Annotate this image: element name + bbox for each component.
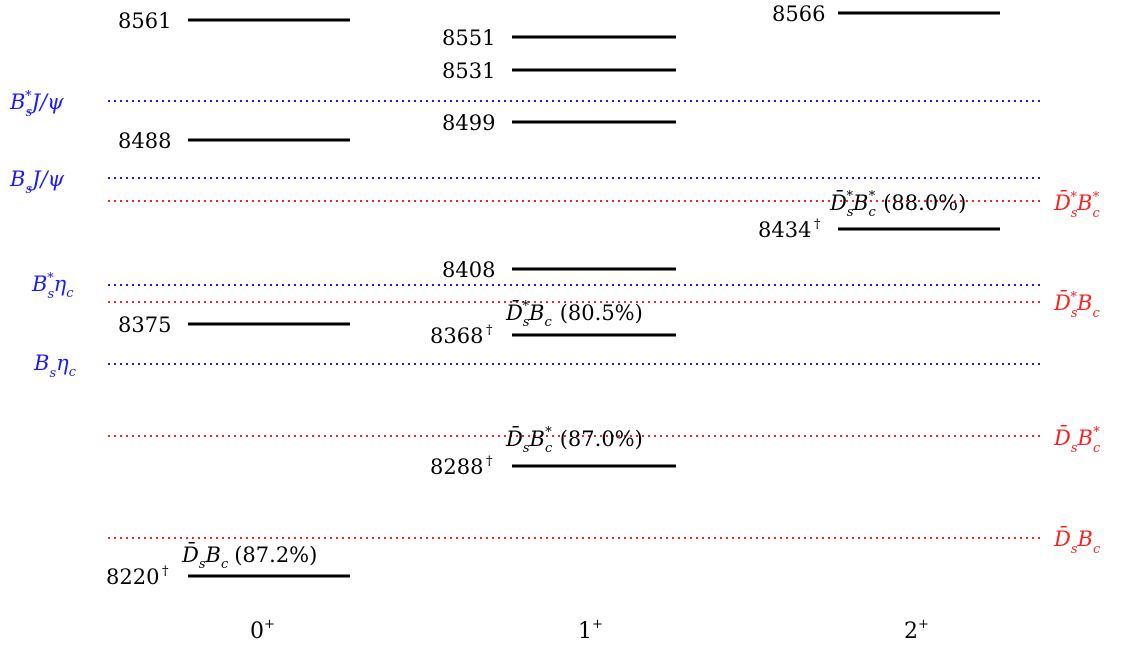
- svg-text:Bsηc: Bsηc: [33, 351, 77, 381]
- level-mass-c1-8551: 8551: [442, 26, 495, 50]
- svg-text:D̄s*Bc*: D̄s*Bc*: [1053, 190, 1100, 221]
- level-mass-c1-8499: 8499: [442, 111, 495, 135]
- dagger-mark: †: [814, 217, 821, 232]
- column-label-0plus: 0+: [250, 617, 275, 644]
- annotation-c1-8368: D̄s*Bc (80.5%): [505, 299, 643, 330]
- level-mass-c0-8488: 8488: [118, 129, 171, 153]
- annotation-pct-c2: (88.0%): [883, 191, 966, 215]
- svg-text:D̄s*Bc*(88.0%): D̄s*Bc* (88.0%): [829, 189, 966, 220]
- svg-text:D̄s*Bc(80.5%): D̄s*Bc (80.5%): [505, 299, 643, 330]
- level-mass-c0-8561: 8561: [118, 9, 171, 33]
- annotation-pct-c1-8288: (87.0%): [560, 427, 643, 451]
- threshold-label-bs-etac: Bsηc: [33, 351, 77, 381]
- svg-text:D̄sBc(87.2%): D̄sBc (87.2%): [181, 542, 317, 572]
- svg-text:BsJ/ψ: BsJ/ψ: [9, 167, 65, 197]
- level-mass-c1-8368: 8368: [430, 324, 483, 348]
- svg-text:0+: 0+: [250, 617, 275, 644]
- dagger-mark: †: [486, 323, 493, 338]
- svg-text:D̄sBc: D̄sBc: [1053, 526, 1101, 557]
- threshold-label-ds-star-bc: D̄s*Bc: [1053, 290, 1100, 321]
- annotation-pct-c1-8368: (80.5%): [560, 301, 643, 325]
- threshold-label-ds-bc: D̄sBc: [1053, 526, 1101, 557]
- level-mass-c2-8434: 8434: [758, 218, 811, 242]
- svg-text:D̄sBc*(87.0%): D̄sBc* (87.0%): [505, 425, 643, 456]
- level-mass-c1-8288: 8288: [430, 455, 483, 479]
- annotation-pct-c0: (87.2%): [234, 543, 317, 567]
- annotation-c1-8288: D̄sBc* (87.0%): [505, 425, 643, 456]
- level-mass-c0-8375: 8375: [118, 313, 171, 337]
- dagger-mark: †: [162, 564, 169, 579]
- annotation-c0-8220: D̄sBc (87.2%): [181, 542, 317, 572]
- threshold-label-bs-jpsi: BsJ/ψ: [9, 167, 65, 197]
- annotation-c2-8434: D̄s*Bc* (88.0%): [829, 189, 966, 220]
- level-mass-c1-8408: 8408: [442, 258, 495, 282]
- threshold-label-bs-star-jpsi: Bs*J/ψ: [9, 89, 64, 120]
- svg-text:D̄sBc*: D̄sBc*: [1053, 425, 1101, 456]
- svg-text:D̄s*Bc: D̄s*Bc: [1053, 290, 1100, 321]
- svg-text:Bs*ηc: Bs*ηc: [31, 271, 74, 302]
- svg-text:Bs*J/ψ: Bs*J/ψ: [9, 89, 64, 120]
- level-mass-c0-8220: 8220: [106, 565, 159, 589]
- level-mass-c1-8531: 8531: [442, 59, 495, 83]
- svg-text:2+: 2+: [904, 617, 929, 644]
- column-label-1plus: 1+: [578, 617, 603, 644]
- threshold-label-bs-star-etac: Bs*ηc: [31, 271, 74, 302]
- svg-text:1+: 1+: [578, 617, 603, 644]
- threshold-label-ds-star-bc-star: D̄s*Bc*: [1053, 190, 1100, 221]
- column-label-2plus: 2+: [904, 617, 929, 644]
- dagger-mark: †: [486, 454, 493, 469]
- level-mass-c2-8566: 8566: [772, 2, 825, 26]
- threshold-label-ds-bc-star: D̄sBc*: [1053, 425, 1101, 456]
